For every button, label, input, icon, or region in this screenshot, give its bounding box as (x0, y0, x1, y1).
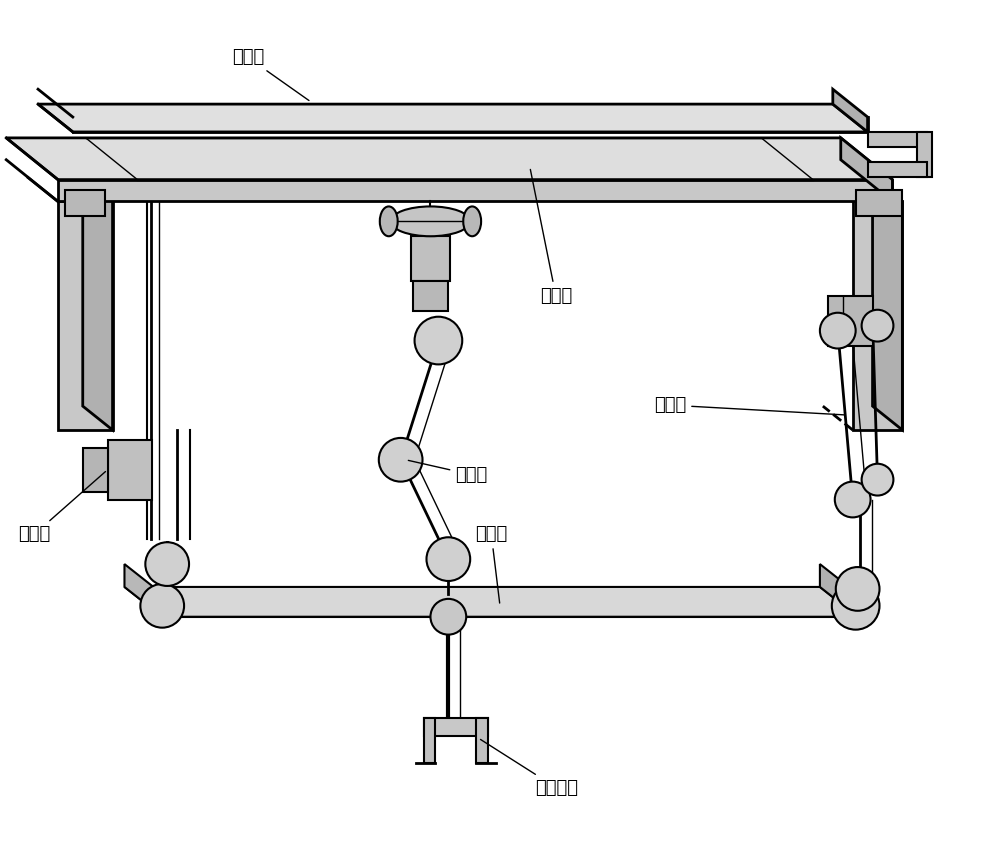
Circle shape (430, 599, 466, 635)
Polygon shape (424, 718, 488, 736)
Polygon shape (856, 190, 902, 217)
Text: 支链三: 支链三 (654, 396, 845, 415)
Text: 定平台: 定平台 (232, 48, 309, 100)
Circle shape (415, 317, 462, 365)
Ellipse shape (391, 207, 470, 236)
Circle shape (379, 438, 423, 482)
Circle shape (426, 537, 470, 581)
Ellipse shape (463, 207, 481, 236)
Text: 机构末端: 机构末端 (480, 740, 578, 796)
Ellipse shape (380, 207, 398, 236)
Polygon shape (65, 190, 105, 217)
Circle shape (140, 584, 184, 627)
Circle shape (862, 309, 893, 342)
Polygon shape (38, 104, 868, 132)
Circle shape (145, 542, 189, 586)
Circle shape (820, 313, 856, 348)
Polygon shape (820, 564, 858, 617)
Polygon shape (476, 718, 488, 762)
Polygon shape (124, 587, 858, 617)
Polygon shape (853, 201, 902, 430)
Polygon shape (424, 718, 435, 762)
Polygon shape (841, 138, 892, 201)
Circle shape (836, 567, 880, 611)
Polygon shape (411, 236, 450, 281)
Polygon shape (868, 162, 927, 177)
Polygon shape (162, 594, 858, 617)
Polygon shape (868, 132, 927, 147)
Text: 底平台: 底平台 (530, 169, 572, 305)
Circle shape (832, 582, 880, 630)
Polygon shape (58, 179, 892, 201)
Polygon shape (6, 138, 892, 179)
Polygon shape (83, 178, 113, 430)
Polygon shape (58, 201, 113, 430)
Polygon shape (828, 296, 873, 345)
Polygon shape (917, 132, 932, 177)
Polygon shape (413, 281, 448, 311)
Polygon shape (873, 178, 902, 430)
Circle shape (835, 482, 871, 518)
Polygon shape (73, 117, 868, 132)
Polygon shape (833, 89, 868, 132)
Polygon shape (108, 440, 152, 500)
Text: 支链一: 支链一 (18, 472, 105, 543)
Polygon shape (124, 564, 162, 617)
Polygon shape (83, 448, 108, 491)
Text: 支链二: 支链二 (408, 461, 488, 484)
Text: 动平台: 动平台 (475, 525, 507, 603)
Circle shape (862, 464, 893, 496)
